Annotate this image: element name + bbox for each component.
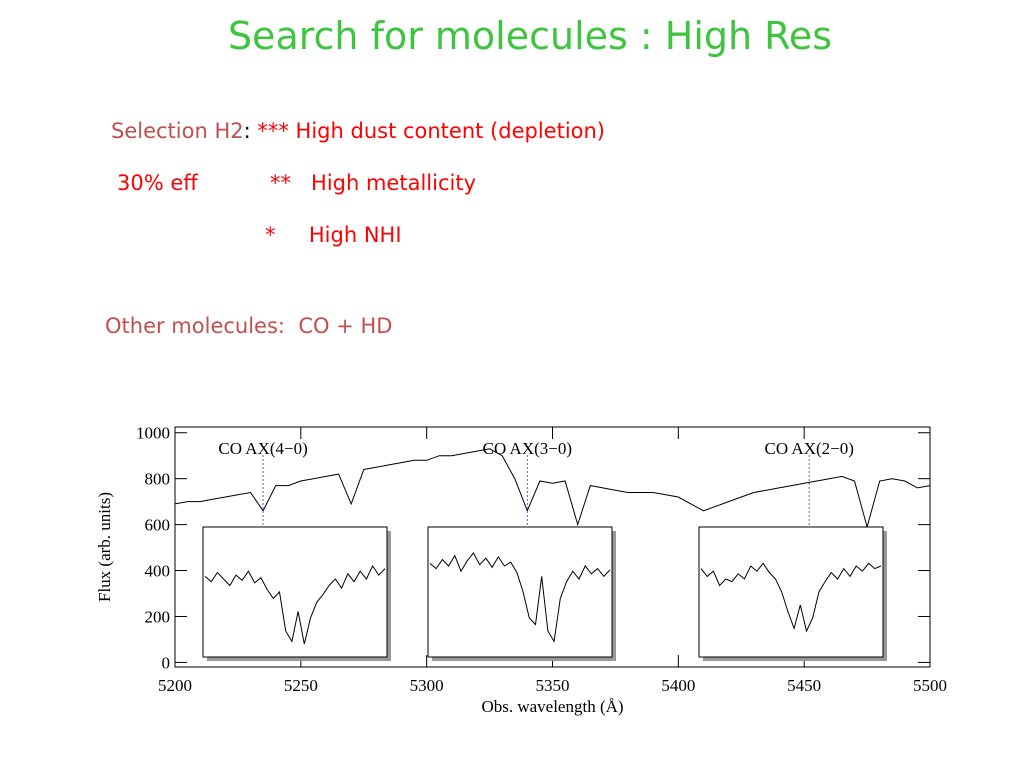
y-axis-label: Flux (arb. units): [95, 492, 114, 602]
x-tick-label: 5400: [661, 676, 695, 695]
spectrum: [174, 448, 931, 529]
label: 30% eff: [117, 171, 198, 195]
slide-title: Search for molecules : High Res: [227, 14, 833, 58]
y-tick-label: 800: [145, 470, 171, 489]
separator: :: [243, 119, 251, 143]
annotation: CO AX(2−0): [764, 439, 853, 458]
text: *** High dust content (depletion): [257, 119, 606, 143]
text: ** High metallicity: [270, 171, 476, 195]
y-tick-label: 400: [145, 562, 171, 581]
annotation: CO AX(3−0): [483, 439, 572, 458]
x-tick-label: 5450: [787, 676, 821, 695]
label: Selection H2: [111, 119, 244, 143]
x-tick-label: 5300: [410, 676, 444, 695]
y-tick-label: 600: [145, 516, 171, 535]
inset-spectrum: [429, 552, 611, 643]
inset: [202, 526, 388, 658]
y-tick-label: 0: [162, 653, 171, 672]
x-axis-label: Obs. wavelength (Å): [481, 697, 623, 716]
x-tick-label: 5200: [158, 676, 192, 695]
inset: [698, 526, 884, 658]
inset-spectrum: [204, 564, 386, 645]
line: Selection H2: *** High dust content (dep…: [111, 119, 605, 143]
y-tick-label: 200: [145, 607, 171, 626]
annotation: CO AX(4−0): [218, 439, 307, 458]
text: Other molecules: CO + HD: [105, 314, 393, 338]
inset-spectrum: [700, 562, 882, 633]
x-tick-label: 5500: [913, 676, 947, 695]
y-tick-label: 1000: [136, 424, 170, 443]
x-tick-label: 5250: [284, 676, 318, 695]
text: * High NHI: [265, 223, 402, 247]
inset: [427, 526, 613, 658]
x-tick-label: 5350: [536, 676, 570, 695]
